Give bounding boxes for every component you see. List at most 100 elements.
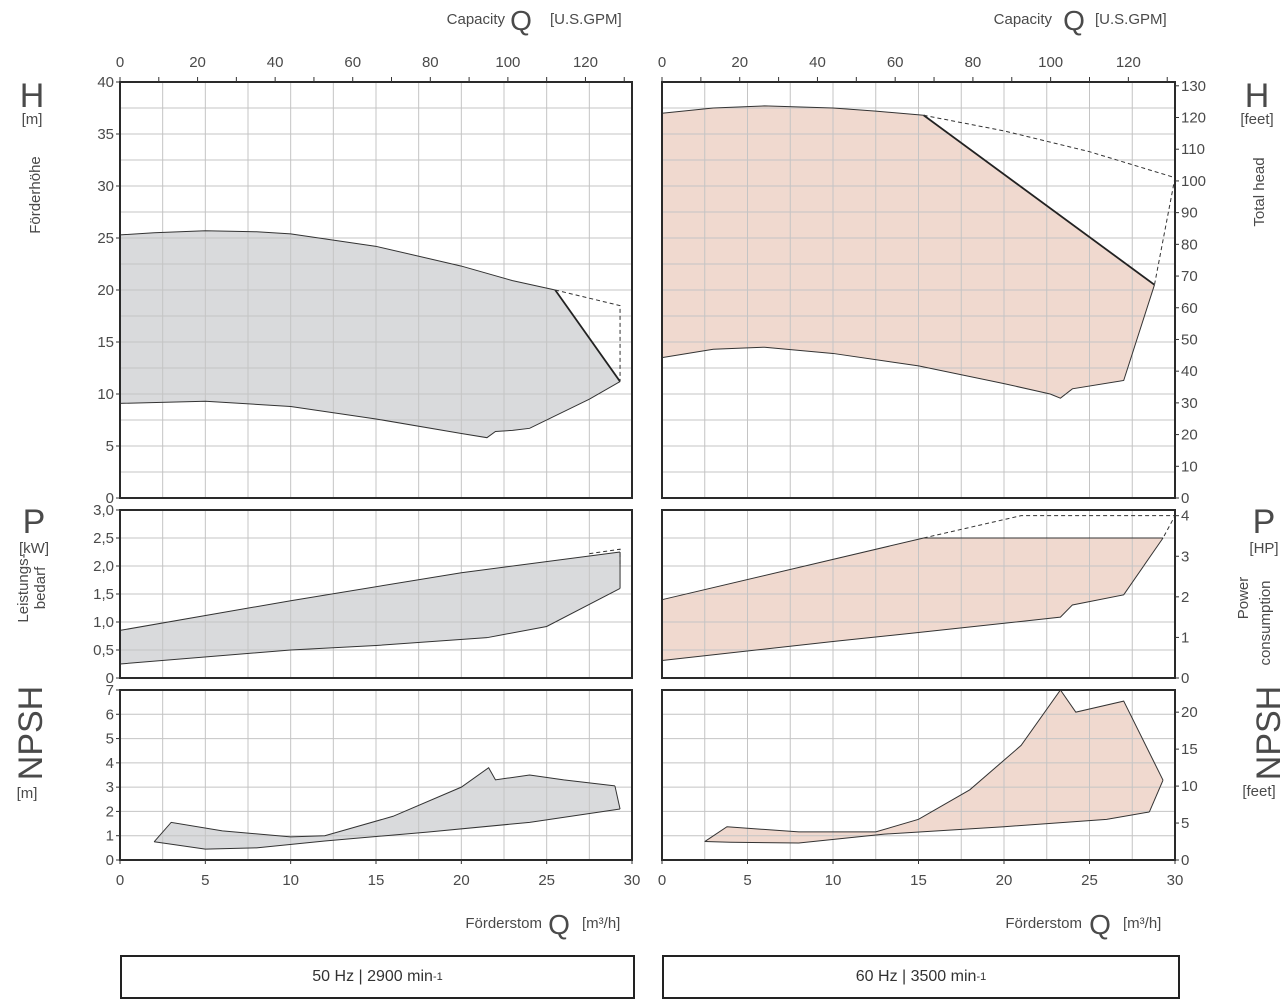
y-tick-label: 1	[106, 828, 114, 845]
y-tick-label: 30	[1181, 395, 1198, 412]
y-tick-label: 15	[1181, 741, 1198, 758]
head-50hz-area	[120, 230, 621, 438]
y-tick-label: 2,0	[93, 558, 114, 575]
bedarf-label: bedarf	[32, 566, 49, 609]
gpm-unit-left: [U.S.GPM]	[550, 11, 622, 28]
p-symbol-left: P	[23, 503, 46, 541]
x2-tick-label: 20	[189, 54, 206, 71]
x2-tick-label: 40	[267, 54, 284, 71]
head-50hz-lower-curve	[119, 381, 621, 439]
consumption-label: consumption	[1257, 580, 1274, 665]
power-60hz-lower-curve	[661, 537, 1164, 662]
y-tick-label: 0	[106, 852, 114, 869]
y-tick-label: 3,0	[93, 502, 114, 519]
power-50hz-upper-curve	[119, 551, 621, 631]
frequency-box-60hz: 60 Hz | 3500 min -1	[662, 955, 1180, 999]
x2-tick-label: 20	[731, 54, 748, 71]
y-tick-label: 110	[1181, 141, 1205, 158]
y-tick-label: 6	[106, 706, 114, 723]
y-tick-label: 2	[106, 803, 114, 820]
power-label: Power	[1235, 577, 1252, 620]
y-tick-label: 4	[1181, 508, 1189, 525]
flow-label-left: Förderstom	[465, 915, 542, 932]
y-tick-label: 10	[1181, 458, 1198, 475]
q-symbol-top-right: Q	[1063, 5, 1085, 36]
frequency-60hz-text: 60 Hz | 3500 min	[855, 968, 977, 985]
leistungs-label: Leistungs-	[15, 553, 32, 622]
y-tick-label: 30	[97, 178, 114, 195]
npsh-label-left: NPSH	[12, 686, 50, 780]
y-tick-label: 5	[106, 438, 114, 455]
q-symbol-top-left: Q	[510, 5, 532, 36]
y-tick-label: 3	[106, 779, 114, 796]
p-symbol-right: P	[1253, 503, 1276, 541]
y-tick-label: 35	[97, 126, 114, 143]
feet-unit-npsh-right: [feet]	[1242, 783, 1275, 800]
x2-tick-label: 60	[887, 54, 904, 71]
x-tick-label: 15	[910, 872, 927, 889]
m3h-unit-left: [m³/h]	[582, 915, 620, 932]
npsh-50hz-lower-curve	[154, 808, 621, 850]
npsh-50hz-area	[154, 767, 621, 850]
y-tick-label: 15	[97, 334, 114, 351]
y-tick-label: 130	[1181, 78, 1206, 95]
power-50hz-area	[120, 552, 621, 664]
frequency-60hz-sup: -1	[976, 971, 987, 983]
y-tick-label: 70	[1181, 268, 1198, 285]
x-tick-label: 25	[1081, 872, 1098, 889]
y-tick-label: 0,5	[93, 642, 114, 659]
x-tick-label: 30	[1167, 872, 1184, 889]
x-tick-label: 30	[624, 872, 641, 889]
x-tick-label: 5	[743, 872, 751, 889]
x-tick-label: 5	[201, 872, 209, 889]
head-60hz-upper-curve	[661, 105, 924, 116]
y-tick-label: 4	[106, 755, 114, 772]
npsh-60hz-right-edge	[1148, 779, 1164, 813]
y-tick-label: 0	[106, 670, 114, 687]
h-symbol-left: H	[20, 77, 45, 115]
y-tick-label: 2	[1181, 589, 1189, 606]
head-60hz-limit-dashed	[923, 114, 1176, 285]
q-symbol-bottom-right: Q	[1089, 909, 1111, 940]
hp-unit-right: [HP]	[1249, 540, 1278, 557]
power-60hz-area	[662, 538, 1164, 661]
feet-unit-head-right: [feet]	[1240, 111, 1273, 128]
power-60hz-frame	[661, 509, 1176, 679]
x-tick-label: 10	[825, 872, 842, 889]
y-tick-label: 0	[106, 490, 114, 507]
y-tick-label: 40	[1181, 363, 1198, 380]
frequency-box-50hz: 50 Hz | 2900 min -1	[120, 955, 635, 999]
y-tick-label: 1,5	[93, 586, 114, 603]
power-50hz-lower-curve	[119, 587, 621, 665]
x-tick-label: 20	[996, 872, 1013, 889]
kw-unit-left: [kW]	[19, 540, 49, 557]
x2-tick-label: 80	[422, 54, 439, 71]
npsh-label-right: NPSH	[1250, 686, 1284, 780]
y-tick-label: 7	[106, 682, 114, 699]
y-tick-label: 5	[1181, 815, 1189, 832]
x2-tick-label: 100	[1038, 54, 1063, 71]
y-tick-label: 1,0	[93, 614, 114, 631]
total-head-label: Total head	[1251, 157, 1268, 226]
x2-tick-label: 80	[965, 54, 982, 71]
head-60hz-limit-solid	[923, 114, 1156, 286]
y-tick-label: 5	[106, 731, 114, 748]
m-unit-head-left: [m]	[22, 111, 43, 128]
x2-tick-label: 120	[573, 54, 598, 71]
capacity-label-right: Capacity	[994, 11, 1053, 28]
x2-tick-label: 100	[495, 54, 520, 71]
x-tick-label: 20	[453, 872, 470, 889]
head-50hz-limit-solid	[554, 289, 621, 383]
x-tick-label: 15	[368, 872, 385, 889]
power-60hz-limit-dashed	[923, 515, 1176, 539]
frequency-50hz-text: 50 Hz | 2900 min	[312, 968, 433, 985]
flow-label-right: Förderstom	[1005, 915, 1082, 932]
y-tick-label: 10	[97, 386, 114, 403]
frequency-50hz-sup: -1	[432, 971, 443, 983]
capacity-label-left: Capacity	[447, 11, 506, 28]
y-tick-label: 20	[1181, 704, 1198, 721]
y-tick-label: 50	[1181, 331, 1198, 348]
x2-tick-label: 60	[344, 54, 361, 71]
head-50hz-upper-curve	[119, 230, 556, 291]
